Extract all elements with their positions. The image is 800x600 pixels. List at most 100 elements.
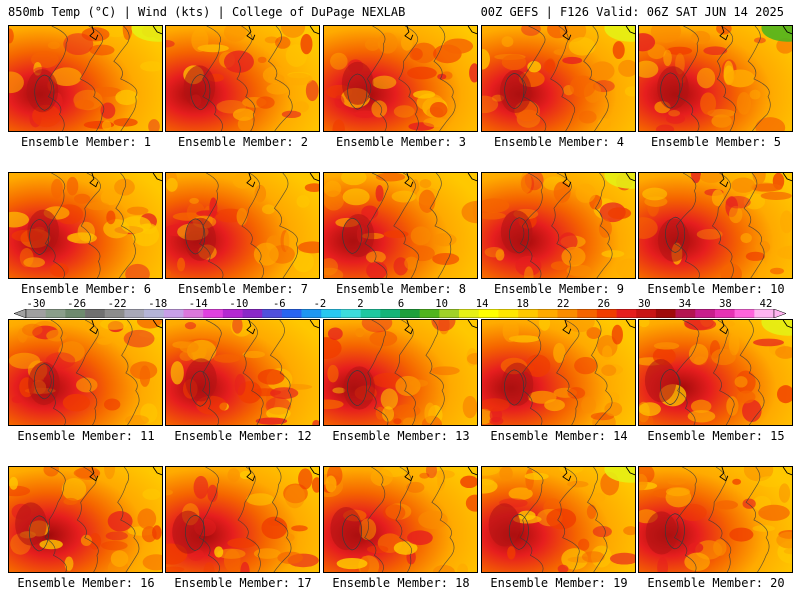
- contour-line: [241, 173, 264, 278]
- temperature-blob: [604, 401, 623, 417]
- temperature-blob: [749, 89, 761, 100]
- temperature-blob: [639, 60, 659, 78]
- temperature-blob: [270, 387, 299, 399]
- coastline: [719, 173, 792, 188]
- ensemble-member-map: [481, 25, 636, 132]
- coastline: [562, 173, 635, 188]
- contour-line: [433, 26, 456, 131]
- temperature-blob: [332, 119, 345, 131]
- temperature-blob: [469, 63, 477, 83]
- temperature-blob: [100, 320, 128, 330]
- temperature-blob: [729, 205, 743, 224]
- coastline: [246, 173, 319, 188]
- temperature-blob: [598, 219, 612, 238]
- colorbar-tick-label: 34: [678, 298, 692, 310]
- temperature-blob: [327, 327, 343, 341]
- temperature-blob: [85, 320, 97, 333]
- temperature-blob: [166, 566, 185, 572]
- ensemble-member-label: Ensemble Member: 14: [490, 429, 628, 443]
- colorbar-tick-label: -18: [148, 298, 168, 310]
- temperature-field: [639, 467, 792, 572]
- temperature-blob: [769, 267, 785, 275]
- hot-core: [185, 358, 217, 402]
- temperature-blob: [575, 183, 596, 203]
- temperature-blob: [380, 388, 399, 410]
- temperature-blob: [371, 75, 397, 89]
- temperature-blob: [726, 396, 739, 416]
- temperature-blob: [136, 320, 162, 329]
- colorbar-swatch: [714, 309, 735, 318]
- temperature-blob: [62, 393, 91, 412]
- temperature-blob: [482, 212, 506, 220]
- temperature-field: [639, 173, 792, 278]
- temperature-blob: [501, 54, 527, 71]
- temperature-blob: [9, 28, 14, 44]
- temperature-blob: [239, 470, 252, 480]
- contour-line: [522, 320, 543, 425]
- temperature-blob: [324, 337, 342, 359]
- temperature-blob: [745, 251, 765, 261]
- temperature-blob: [601, 250, 625, 258]
- temperature-blob: [298, 468, 313, 490]
- model-run-info: 00Z GEFS | F126 Valid: 06Z SAT JUN 14 20…: [480, 5, 784, 19]
- temperature-blob: [699, 173, 723, 183]
- temperature-blob: [690, 399, 712, 414]
- temperature-blob: [605, 392, 620, 403]
- temperature-blob: [687, 410, 716, 423]
- temperature-blob: [256, 96, 275, 109]
- contour-line: [113, 26, 138, 131]
- contour-line: [665, 216, 686, 253]
- ensemble-member-map: [638, 466, 793, 573]
- temperature-blob: [544, 399, 565, 412]
- temperature-blob: [166, 40, 175, 48]
- colorbar-swatch: [321, 309, 342, 318]
- temperature-blob: [524, 173, 544, 191]
- cool-region: [761, 320, 792, 336]
- temperature-field: [324, 173, 477, 278]
- temperature-blob: [11, 396, 23, 404]
- temperature-blob: [47, 41, 60, 50]
- contour-line: [267, 26, 293, 131]
- temperature-blob: [74, 99, 95, 110]
- cool-region: [761, 26, 792, 42]
- contour-line: [44, 173, 66, 278]
- hot-core: [657, 218, 690, 262]
- temperature-blob: [618, 59, 635, 77]
- temperature-blob: [525, 354, 551, 378]
- temperature-blob: [96, 338, 112, 345]
- colorbar-swatch: [675, 309, 696, 318]
- temperature-blob: [125, 263, 150, 278]
- temperature-blob: [284, 484, 305, 509]
- temperature-blob: [223, 26, 247, 42]
- temperature-blob: [663, 49, 672, 67]
- contour-line: [743, 173, 765, 278]
- temperature-blob: [562, 56, 583, 65]
- temperature-blob: [284, 72, 313, 86]
- temperature-blob: [76, 377, 98, 393]
- temperature-blob: [207, 484, 218, 503]
- temperature-field: [482, 467, 635, 572]
- contour-line: [504, 369, 525, 406]
- temperature-blob: [304, 183, 319, 193]
- temperature-blob: [246, 493, 275, 506]
- temperature-blob: [777, 245, 792, 260]
- temperature-field: [166, 320, 319, 425]
- contour-line: [431, 467, 455, 572]
- contour-line: [519, 467, 544, 572]
- temperature-blob: [45, 352, 76, 369]
- contour-line: [242, 320, 264, 425]
- contour-line: [202, 320, 222, 425]
- temperature-blob: [324, 267, 344, 278]
- colorbar-swatch: [734, 309, 755, 318]
- temperature-blob: [601, 364, 617, 377]
- ensemble-member-label: Ensemble Member: 6: [20, 282, 152, 296]
- hot-core: [501, 362, 534, 406]
- temperature-blob: [734, 376, 748, 388]
- hot-core: [172, 510, 204, 554]
- temperature-blob: [642, 187, 668, 201]
- temperature-blob: [330, 52, 348, 70]
- temperature-blob: [461, 200, 477, 224]
- temperature-blob: [58, 341, 85, 363]
- temperature-blob: [406, 481, 425, 493]
- coastline: [562, 467, 635, 482]
